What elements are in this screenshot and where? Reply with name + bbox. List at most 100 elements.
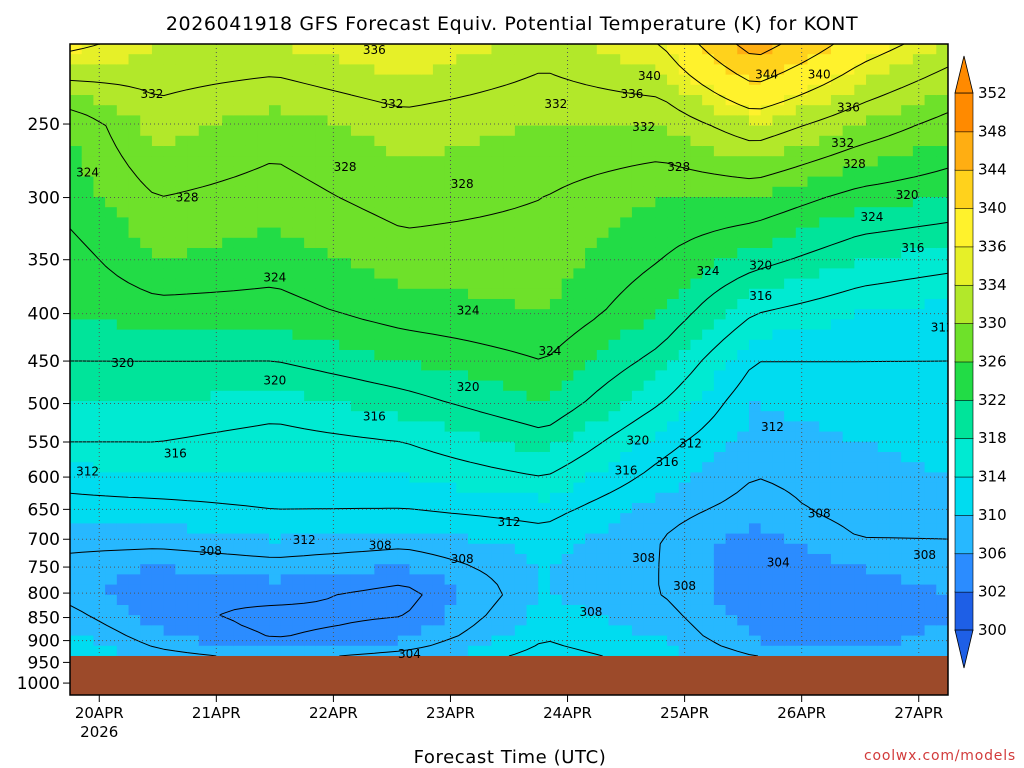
field-cell bbox=[70, 594, 83, 606]
field-cell bbox=[889, 135, 902, 147]
field-cell bbox=[655, 74, 668, 86]
field-cell bbox=[397, 584, 411, 596]
field-cell bbox=[549, 329, 563, 341]
field-cell bbox=[725, 482, 738, 494]
field-cell bbox=[760, 115, 773, 127]
field-cell bbox=[280, 64, 294, 76]
field-cell bbox=[760, 135, 773, 147]
field-cell bbox=[81, 105, 95, 116]
field-cell bbox=[901, 615, 914, 626]
field-cell bbox=[70, 441, 83, 453]
field-cell bbox=[327, 400, 340, 412]
field-cell bbox=[327, 421, 340, 433]
field-cell bbox=[912, 268, 926, 280]
field-cell bbox=[702, 339, 715, 351]
field-cell bbox=[491, 400, 504, 412]
field-cell bbox=[409, 54, 422, 65]
field-cell bbox=[163, 258, 176, 269]
field-cell bbox=[444, 462, 457, 473]
field-cell bbox=[737, 237, 750, 249]
field-cell bbox=[936, 54, 948, 65]
field-cell bbox=[432, 145, 446, 157]
field-cell bbox=[257, 380, 270, 392]
field-cell bbox=[386, 227, 399, 239]
field-cell bbox=[760, 604, 773, 616]
field-cell bbox=[93, 472, 106, 484]
field-cell bbox=[585, 645, 598, 657]
field-cell bbox=[842, 370, 855, 382]
field-cell bbox=[468, 645, 481, 657]
field-cell bbox=[116, 145, 130, 157]
field-cell bbox=[233, 523, 247, 535]
field-cell bbox=[374, 339, 387, 351]
field-cell bbox=[924, 278, 937, 290]
field-cell bbox=[491, 217, 504, 229]
field-cell bbox=[374, 44, 387, 55]
field-cell bbox=[608, 227, 621, 239]
field-cell bbox=[175, 584, 188, 596]
field-cell bbox=[901, 54, 914, 65]
field-cell bbox=[631, 44, 645, 55]
field-cell bbox=[795, 451, 809, 463]
field-cell bbox=[866, 411, 879, 422]
field-cell bbox=[667, 207, 680, 218]
field-cell bbox=[772, 145, 785, 157]
field-cell bbox=[339, 411, 352, 422]
field-cell bbox=[269, 360, 282, 371]
field-cell bbox=[175, 502, 188, 514]
field-cell bbox=[491, 635, 504, 647]
field-cell bbox=[409, 451, 422, 463]
field-cell bbox=[901, 329, 914, 341]
field-cell bbox=[81, 176, 95, 188]
field-cell bbox=[432, 615, 446, 626]
field-cell bbox=[93, 451, 106, 463]
field-cell bbox=[70, 482, 83, 494]
field-cell bbox=[187, 258, 200, 269]
field-cell bbox=[725, 645, 738, 657]
field-cell bbox=[128, 145, 141, 157]
field-cell bbox=[620, 451, 633, 463]
field-cell bbox=[924, 339, 937, 351]
field-cell bbox=[222, 604, 235, 616]
field-cell bbox=[198, 207, 212, 218]
field-cell bbox=[479, 115, 493, 127]
field-cell bbox=[866, 543, 879, 555]
field-cell bbox=[901, 237, 914, 249]
field-cell bbox=[737, 421, 750, 433]
field-cell bbox=[760, 370, 773, 382]
field-cell bbox=[350, 74, 364, 86]
field-cell bbox=[854, 105, 867, 116]
field-cell bbox=[901, 625, 914, 637]
field-cell bbox=[678, 84, 692, 96]
field-cell bbox=[912, 196, 926, 208]
field-cell bbox=[397, 380, 411, 392]
field-cell bbox=[386, 156, 399, 167]
field-cell bbox=[503, 319, 516, 331]
field-cell bbox=[866, 298, 879, 310]
field-cell bbox=[210, 553, 223, 565]
field-cell bbox=[327, 564, 340, 575]
field-cell bbox=[608, 543, 621, 555]
field-cell bbox=[350, 400, 364, 412]
x-tick-label: 20APR bbox=[75, 704, 124, 722]
field-cell bbox=[784, 237, 797, 249]
field-cell bbox=[81, 635, 95, 647]
field-cell bbox=[503, 431, 516, 443]
field-cell bbox=[725, 462, 738, 473]
field-cell bbox=[292, 166, 305, 178]
field-cell bbox=[81, 227, 95, 239]
field-cell bbox=[198, 574, 212, 586]
field-cell bbox=[620, 472, 633, 484]
field-cell bbox=[456, 482, 469, 494]
field-cell bbox=[257, 513, 270, 524]
field-cell bbox=[151, 166, 165, 178]
field-cell bbox=[795, 553, 809, 565]
field-cell bbox=[877, 451, 891, 463]
field-cell bbox=[830, 523, 844, 535]
field-cell bbox=[93, 625, 106, 637]
field-cell bbox=[608, 166, 621, 178]
field-cell bbox=[128, 288, 141, 300]
field-cell bbox=[257, 156, 270, 167]
field-cell bbox=[620, 574, 633, 586]
